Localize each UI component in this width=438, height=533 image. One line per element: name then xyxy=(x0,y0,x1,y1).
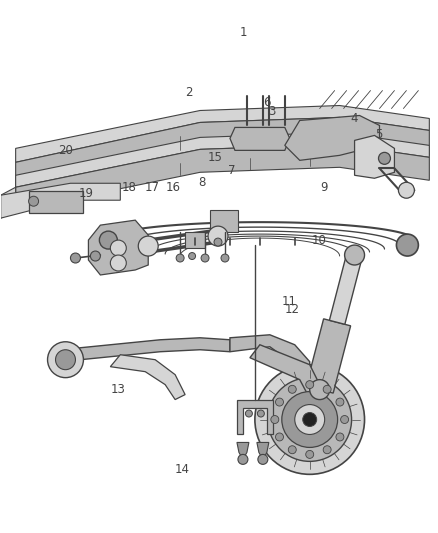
Polygon shape xyxy=(1,187,16,218)
Circle shape xyxy=(310,379,330,400)
Text: 7: 7 xyxy=(228,164,236,177)
Circle shape xyxy=(201,254,209,262)
Polygon shape xyxy=(110,355,185,400)
Polygon shape xyxy=(1,183,120,218)
Circle shape xyxy=(306,450,314,458)
Text: 2: 2 xyxy=(185,86,192,99)
Polygon shape xyxy=(16,117,429,187)
Polygon shape xyxy=(88,220,148,275)
Circle shape xyxy=(71,253,81,263)
Polygon shape xyxy=(230,127,290,150)
Circle shape xyxy=(110,255,126,271)
Circle shape xyxy=(378,152,390,164)
Circle shape xyxy=(341,416,349,424)
Circle shape xyxy=(56,350,75,370)
Circle shape xyxy=(288,446,296,454)
Circle shape xyxy=(336,398,344,406)
Circle shape xyxy=(399,182,414,198)
Circle shape xyxy=(306,381,314,389)
Text: 4: 4 xyxy=(350,112,358,125)
Polygon shape xyxy=(237,442,249,459)
Text: 8: 8 xyxy=(198,176,205,189)
Circle shape xyxy=(282,392,338,447)
Circle shape xyxy=(276,433,283,441)
Circle shape xyxy=(221,254,229,262)
Text: 12: 12 xyxy=(285,303,300,316)
Polygon shape xyxy=(16,132,429,187)
Circle shape xyxy=(323,385,331,393)
Circle shape xyxy=(245,410,252,417)
Text: 14: 14 xyxy=(174,463,189,476)
Circle shape xyxy=(323,446,331,454)
Circle shape xyxy=(271,416,279,424)
Polygon shape xyxy=(355,135,395,178)
Polygon shape xyxy=(306,319,351,393)
Circle shape xyxy=(396,234,418,256)
Text: 15: 15 xyxy=(207,151,222,164)
Polygon shape xyxy=(56,338,230,367)
Bar xyxy=(28,191,83,213)
Polygon shape xyxy=(230,335,310,374)
Text: 3: 3 xyxy=(268,105,275,118)
Circle shape xyxy=(258,455,268,464)
Polygon shape xyxy=(237,400,273,434)
Bar xyxy=(210,210,238,232)
Polygon shape xyxy=(257,442,269,459)
Circle shape xyxy=(276,398,283,406)
Circle shape xyxy=(189,253,196,260)
Circle shape xyxy=(255,365,364,474)
Circle shape xyxy=(345,245,364,265)
Polygon shape xyxy=(329,253,362,324)
Circle shape xyxy=(258,410,265,417)
Circle shape xyxy=(176,254,184,262)
Circle shape xyxy=(295,405,325,434)
Circle shape xyxy=(110,240,126,256)
Text: 17: 17 xyxy=(145,181,160,195)
Polygon shape xyxy=(285,116,379,160)
Polygon shape xyxy=(16,144,429,210)
Circle shape xyxy=(268,378,352,462)
Circle shape xyxy=(208,226,228,246)
Circle shape xyxy=(99,231,117,249)
Circle shape xyxy=(288,385,296,393)
Circle shape xyxy=(303,413,317,426)
Polygon shape xyxy=(16,106,429,163)
Text: 18: 18 xyxy=(122,181,137,195)
Bar xyxy=(185,232,205,248)
Text: 11: 11 xyxy=(281,295,297,308)
Circle shape xyxy=(90,251,100,261)
Text: 20: 20 xyxy=(58,144,73,157)
Polygon shape xyxy=(250,345,320,400)
Circle shape xyxy=(138,236,158,256)
Circle shape xyxy=(238,455,248,464)
Text: 10: 10 xyxy=(312,235,327,247)
Circle shape xyxy=(336,433,344,441)
Text: 9: 9 xyxy=(320,181,328,195)
Text: 13: 13 xyxy=(111,383,126,396)
Circle shape xyxy=(214,238,222,246)
Circle shape xyxy=(28,196,39,206)
Text: 19: 19 xyxy=(78,187,93,200)
Text: 1: 1 xyxy=(239,26,247,39)
Circle shape xyxy=(48,342,83,378)
Text: 16: 16 xyxy=(166,181,180,195)
Text: 6: 6 xyxy=(263,96,271,109)
Text: 5: 5 xyxy=(374,128,382,141)
